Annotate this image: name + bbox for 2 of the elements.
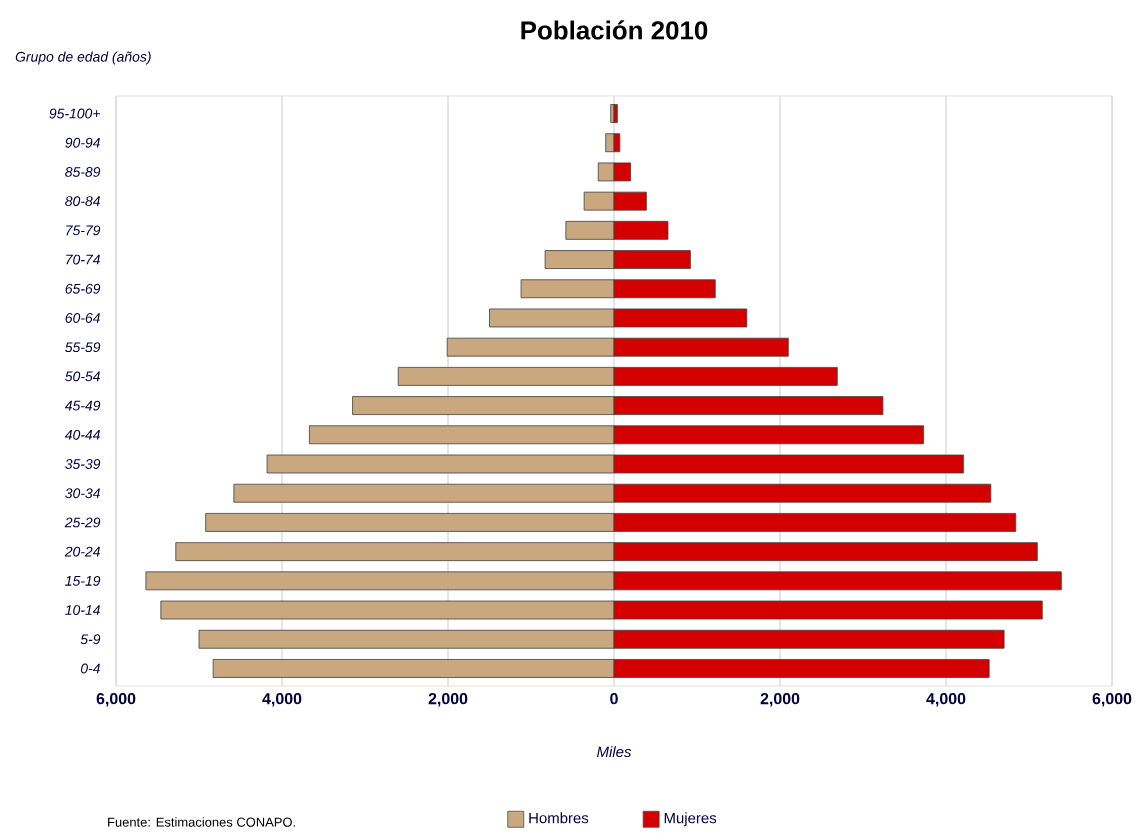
- chart-title: Población 2010: [521, 20, 708, 40]
- bar: [613, 133, 621, 153]
